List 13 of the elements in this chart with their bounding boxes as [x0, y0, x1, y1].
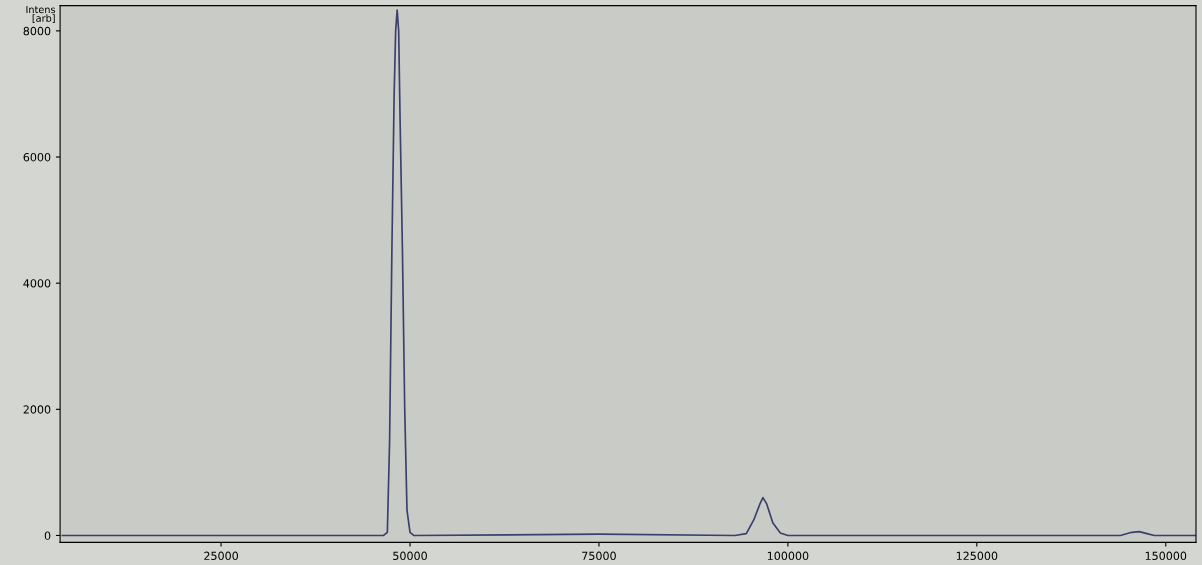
x-tick-label: 50000 [393, 551, 427, 561]
y-tick-label: 8000 [23, 26, 51, 36]
x-tick-label: 150000 [1145, 551, 1187, 561]
x-tick-label: 75000 [582, 551, 616, 561]
y-tick-label: 0 [44, 531, 51, 540]
y-tick-label: 6000 [23, 153, 51, 162]
line-series [61, 9, 1196, 537]
y-axis-title: Intens [arb] [26, 5, 56, 23]
x-tick-label: 25000 [204, 551, 239, 561]
x-tick-label: 100000 [767, 551, 809, 561]
y-tick-label: 2000 [23, 405, 51, 414]
y-tick-label: 4000 [23, 279, 51, 288]
x-tick-label: 125000 [956, 551, 998, 561]
